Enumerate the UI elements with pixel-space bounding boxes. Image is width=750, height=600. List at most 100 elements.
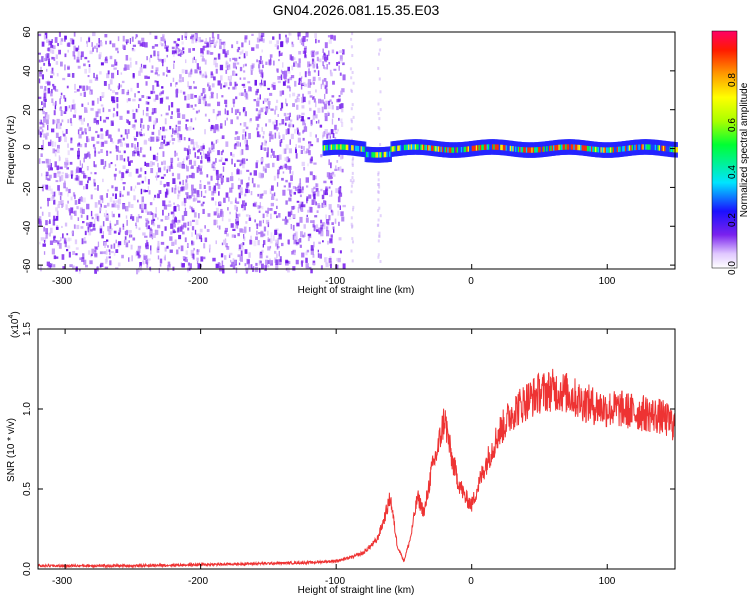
spectrogram-noise-cell bbox=[238, 213, 241, 217]
spectrogram-noise-cell bbox=[334, 124, 337, 131]
spectrogram-noise-cell bbox=[221, 181, 223, 185]
spectrogram-noise-cell bbox=[190, 36, 194, 40]
spectrogram-noise-cell bbox=[282, 134, 285, 140]
spectrogram-noise-cell bbox=[307, 236, 310, 242]
spectrogram-noise-cell bbox=[223, 43, 226, 50]
spectrogram-noise-cell bbox=[320, 230, 324, 237]
spectrogram-noise-cell bbox=[39, 121, 42, 125]
spectrogram-noise-cell bbox=[324, 42, 328, 49]
spectrogram-noise-cell bbox=[301, 186, 304, 191]
spectrogram-noise-cell bbox=[337, 210, 340, 216]
spectrogram-noise-cell bbox=[263, 226, 267, 232]
spectrogram-noise-cell bbox=[94, 202, 98, 208]
spectrogram-noise-cell bbox=[318, 77, 321, 81]
spectrogram-noise-cell bbox=[48, 167, 50, 171]
spectrogram-noise-cell bbox=[86, 136, 89, 143]
spectrogram-noise-cell bbox=[197, 200, 201, 203]
spectrogram-noise-cell bbox=[181, 201, 185, 206]
spectrogram-noise-cell bbox=[143, 140, 148, 145]
spectrogram-noise-cell bbox=[220, 157, 223, 160]
spectrogram-noise-cell bbox=[54, 141, 57, 147]
spectrogram-noise-cell bbox=[147, 179, 150, 185]
spectrogram-noise-cell bbox=[51, 128, 55, 133]
spectrogram-noise-cell bbox=[301, 161, 305, 167]
spectrogram-noise-cell bbox=[154, 72, 158, 75]
spectrogram-noise-cell bbox=[231, 172, 233, 176]
spectrogram-noise-cell bbox=[79, 127, 83, 131]
spectrogram-noise-cell bbox=[308, 100, 311, 105]
spectrogram-noise-cell bbox=[308, 141, 312, 144]
spectrogram-noise-cell bbox=[131, 216, 135, 221]
spectrogram-noise-cell bbox=[202, 46, 205, 51]
spectrogram-noise-cell bbox=[253, 183, 256, 188]
spectrogram-noise-cell bbox=[38, 71, 42, 77]
spectrogram-noise-cell bbox=[261, 142, 264, 146]
spectrogram-noise-cell bbox=[331, 101, 333, 105]
spectrogram-noise-cell bbox=[77, 150, 80, 157]
spectrogram-noise-cell bbox=[302, 204, 306, 208]
spectrogram-noise-cell bbox=[309, 207, 313, 213]
spectrogram-noise-cell bbox=[270, 108, 274, 111]
spectrogram-noise-cell bbox=[287, 239, 290, 245]
spectrogram-noise-cell bbox=[305, 177, 309, 183]
spectrogram-noise-cell bbox=[176, 108, 180, 113]
spectrogram-noise-cell bbox=[115, 249, 119, 253]
spectrogram-noise-cell bbox=[297, 239, 301, 243]
spectrogram-noise-cell bbox=[162, 72, 165, 76]
spectrogram-noise-cell bbox=[45, 171, 49, 176]
spectrogram-noise-cell bbox=[295, 236, 298, 241]
spectrogram-noise-cell bbox=[310, 220, 314, 223]
spectrogram-noise-cell bbox=[96, 48, 98, 53]
spectrogram-noise-cell bbox=[177, 173, 181, 180]
spectrogram-noise-cell bbox=[178, 205, 180, 211]
spectrogram-noise-cell bbox=[218, 40, 221, 46]
spectrogram-noise-cell bbox=[216, 113, 219, 117]
spectrogram-noise-cell bbox=[228, 196, 230, 202]
spectrogram-noise-cell bbox=[118, 83, 120, 90]
spectrogram-noise-cell bbox=[230, 223, 234, 228]
spectrogram-noise-cell bbox=[82, 197, 86, 203]
spectrogram-noise-cell bbox=[171, 46, 175, 50]
spectrogram-noise-cell bbox=[62, 133, 66, 137]
spectrogram-noise-cell bbox=[193, 247, 195, 251]
spectrogram-noise-cell bbox=[117, 198, 121, 205]
spectrogram-noise-cell bbox=[241, 42, 244, 48]
spectrogram-noise-cell bbox=[66, 233, 69, 236]
spectrogram-noise-cell bbox=[297, 114, 299, 118]
spectrogram-noise-cell bbox=[272, 162, 275, 168]
spectrogram-noise-cell bbox=[293, 239, 297, 245]
spectrogram-noise-cell bbox=[188, 85, 192, 90]
spectrogram-noise-cell bbox=[117, 85, 120, 89]
spectrogram-noise-cell bbox=[233, 144, 237, 150]
spectrogram-noise-cell bbox=[234, 234, 236, 238]
spectrogram-noise-cell bbox=[280, 41, 284, 48]
spectrogram-noise-cell bbox=[87, 75, 90, 78]
spectrogram-noise-cell bbox=[340, 58, 343, 64]
spectrogram-noise-cell bbox=[126, 41, 128, 45]
spectrogram-noise-cell bbox=[307, 82, 311, 88]
spectrogram-noise-cell bbox=[65, 187, 68, 192]
spectrogram-noise-cell bbox=[290, 133, 294, 140]
spectrogram-noise-cell bbox=[280, 165, 282, 170]
spectrogram-noise-cell bbox=[61, 203, 63, 208]
spectrogram-faint-cell bbox=[350, 37, 353, 41]
colorbar-gradient bbox=[712, 31, 737, 268]
spectrogram-noise-cell bbox=[245, 94, 249, 100]
spectrogram-noise-cell bbox=[119, 115, 123, 120]
spectrogram-noise-cell bbox=[171, 50, 175, 55]
spectrogram-faint-cell bbox=[351, 54, 354, 57]
spectrogram-noise-cell bbox=[236, 40, 239, 45]
spectrogram-noise-cell bbox=[177, 48, 180, 53]
spectrogram-noise-cell bbox=[116, 220, 119, 225]
spectrogram-noise-cell bbox=[325, 186, 328, 190]
spectrogram-noise-cell bbox=[196, 166, 199, 173]
spectrogram-noise-cell bbox=[166, 54, 168, 58]
spectrogram-noise-cell bbox=[199, 171, 203, 175]
spectrogram-faint-cell bbox=[350, 118, 353, 122]
spectrogram-noise-cell bbox=[285, 263, 289, 266]
spectrogram-noise-cell bbox=[173, 60, 175, 63]
spectrogram-noise-cell bbox=[50, 263, 53, 268]
spectrogram-noise-cell bbox=[202, 88, 205, 94]
spectrogram-noise-cell bbox=[288, 116, 291, 121]
spectrogram-noise-cell bbox=[166, 74, 168, 77]
